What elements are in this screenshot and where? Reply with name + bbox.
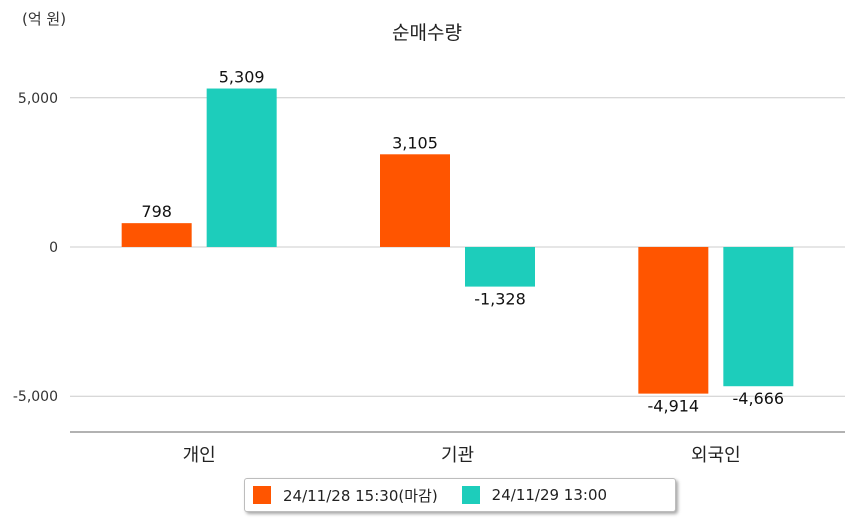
data-label: 5,309 bbox=[219, 68, 265, 87]
chart-title: 순매수량 bbox=[392, 22, 462, 44]
legend-item-series-2[interactable]: 24/11/29 13:00 bbox=[461, 486, 608, 504]
legend-swatch-series-2 bbox=[461, 486, 480, 504]
legend-label-series-2: 24/11/29 13:00 bbox=[491, 486, 608, 504]
bar bbox=[723, 246, 794, 387]
x-tick-label: 개인 bbox=[183, 445, 216, 466]
legend-label-series-1: 24/11/28 15:30(마감) bbox=[283, 486, 438, 505]
bar bbox=[638, 246, 709, 394]
unit-label: (억 원) bbox=[22, 10, 67, 28]
data-label: -4,666 bbox=[733, 389, 785, 408]
y-tick-label: 0 bbox=[49, 240, 58, 256]
x-tick-label: 외국인 bbox=[691, 445, 741, 466]
bar bbox=[380, 154, 450, 247]
bar bbox=[121, 223, 192, 247]
bar bbox=[206, 88, 277, 247]
data-label: 798 bbox=[141, 202, 172, 221]
data-label: -1,328 bbox=[474, 290, 526, 309]
y-tick-label: 5,000 bbox=[18, 91, 58, 107]
legend: 24/11/28 15:30(마감) 24/11/29 13:00 bbox=[244, 478, 676, 512]
bar-chart: 5,000 0 -5,000 798 5,309 개인 3,105 -1,328 기관 -4,91… bbox=[13, 68, 845, 466]
data-label: 3,105 bbox=[392, 133, 438, 152]
y-tick-label: -5,000 bbox=[13, 389, 58, 405]
data-label: -4,914 bbox=[648, 397, 700, 416]
legend-item-series-1[interactable]: 24/11/28 15:30(마감) bbox=[253, 485, 438, 506]
x-tick-label: 기관 bbox=[441, 445, 474, 466]
legend-swatch-series-1 bbox=[253, 486, 271, 504]
bar bbox=[465, 246, 535, 287]
